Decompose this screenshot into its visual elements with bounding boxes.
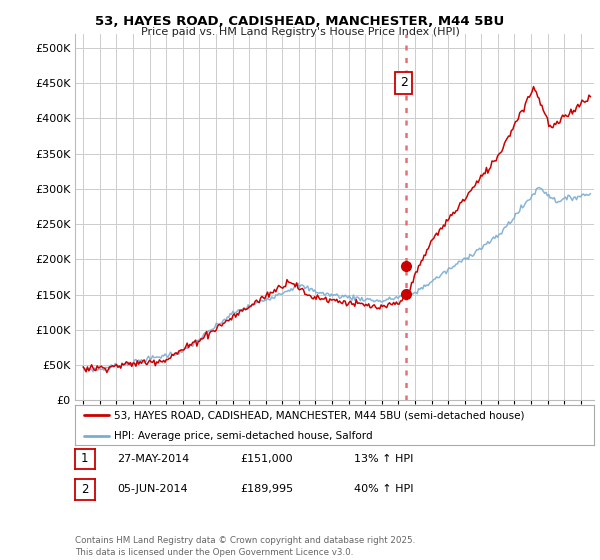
Text: £189,995: £189,995	[240, 484, 293, 494]
Text: 53, HAYES ROAD, CADISHEAD, MANCHESTER, M44 5BU (semi-detached house): 53, HAYES ROAD, CADISHEAD, MANCHESTER, M…	[114, 410, 524, 421]
Text: 1: 1	[81, 452, 89, 465]
Text: £151,000: £151,000	[240, 454, 293, 464]
Text: Price paid vs. HM Land Registry's House Price Index (HPI): Price paid vs. HM Land Registry's House …	[140, 27, 460, 37]
Text: 27-MAY-2014: 27-MAY-2014	[117, 454, 189, 464]
Text: 2: 2	[400, 77, 408, 90]
Text: 2: 2	[81, 483, 89, 496]
Text: 13% ↑ HPI: 13% ↑ HPI	[354, 454, 413, 464]
Text: HPI: Average price, semi-detached house, Salford: HPI: Average price, semi-detached house,…	[114, 431, 373, 441]
Text: Contains HM Land Registry data © Crown copyright and database right 2025.
This d: Contains HM Land Registry data © Crown c…	[75, 536, 415, 557]
Text: 05-JUN-2014: 05-JUN-2014	[117, 484, 188, 494]
Text: 53, HAYES ROAD, CADISHEAD, MANCHESTER, M44 5BU: 53, HAYES ROAD, CADISHEAD, MANCHESTER, M…	[95, 15, 505, 27]
Text: 40% ↑ HPI: 40% ↑ HPI	[354, 484, 413, 494]
